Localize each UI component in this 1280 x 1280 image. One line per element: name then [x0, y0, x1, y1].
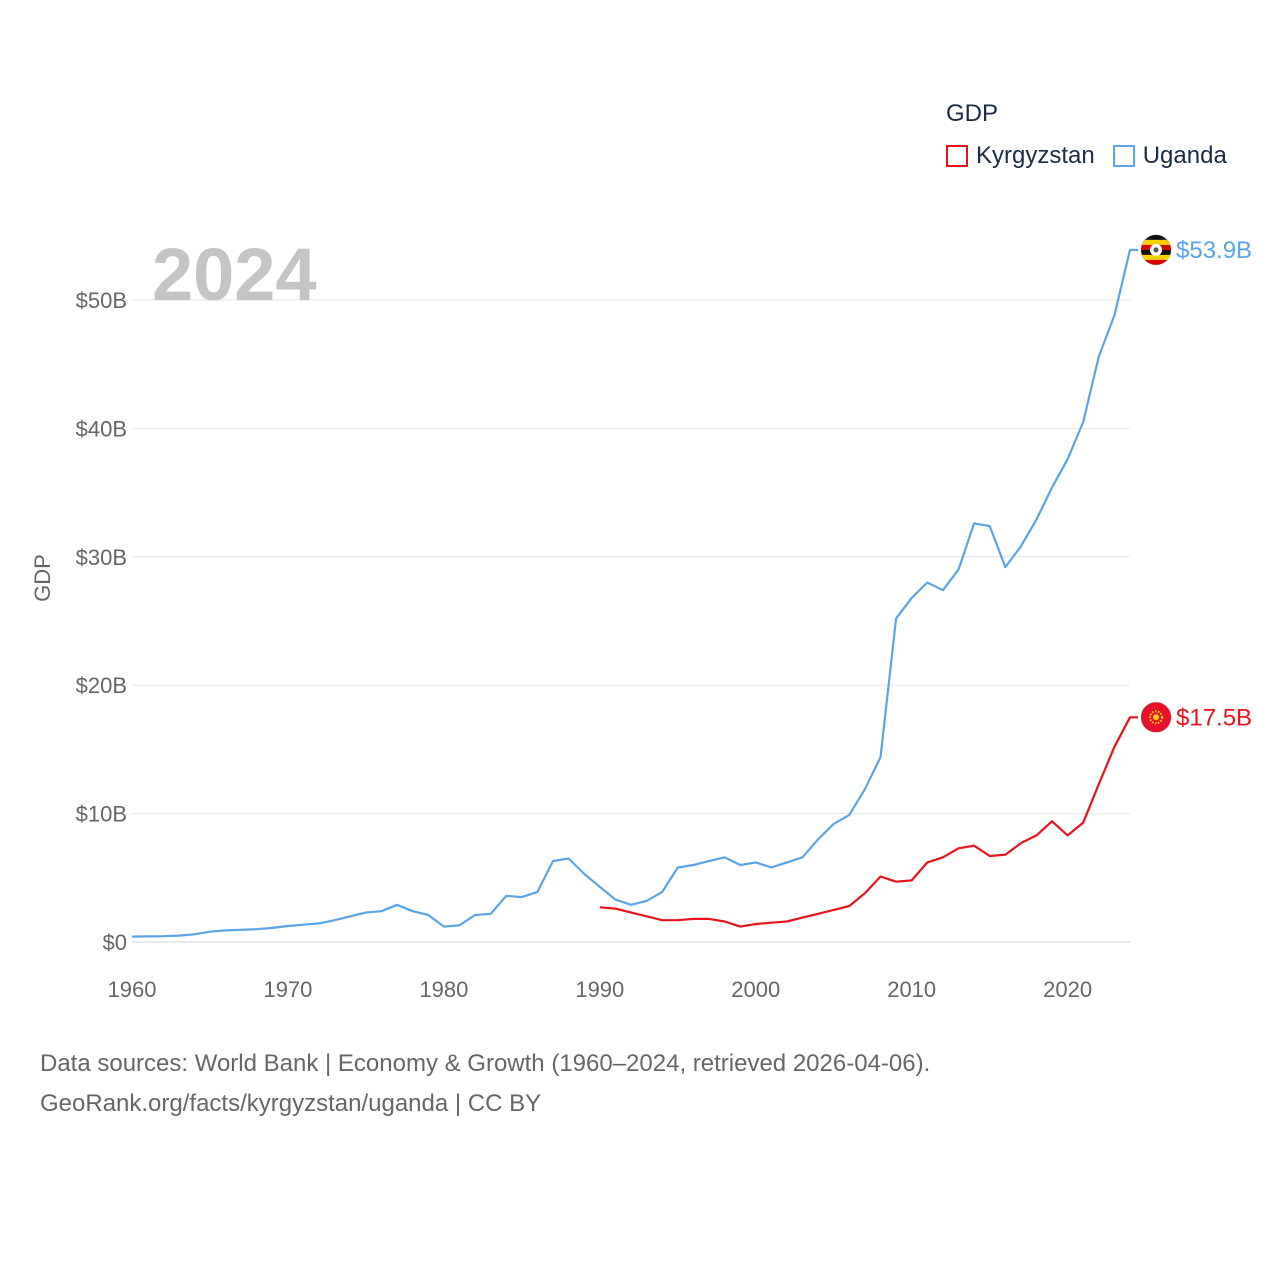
x-tick-label: 2000 [731, 977, 780, 1002]
legend-swatch-uganda [1112, 145, 1135, 167]
footer-attribution: GeoRank.org/facts/kyrgyzstan/uganda | CC… [40, 1090, 542, 1117]
series-line-kyrgyzstan [599, 716, 1138, 928]
y-tick-label: $0 [103, 930, 127, 955]
y-tick-label: $10B [76, 802, 127, 827]
source-footer: Data sources: World Bank | Economy & Gro… [40, 1044, 930, 1124]
legend-item-uganda[interactable]: Uganda [1112, 142, 1227, 170]
x-tick-label: 1980 [419, 977, 468, 1002]
legend-title: GDP [946, 100, 999, 127]
y-tick-label: $30B [76, 545, 127, 570]
year-watermark: 2024 [152, 233, 317, 316]
uganda-flag-icon [1140, 234, 1172, 266]
y-tick-label: $40B [76, 416, 127, 441]
series-line-uganda [131, 248, 1138, 938]
kyrgyzstan-flag-icon [1140, 701, 1172, 733]
series-lines [131, 248, 1138, 938]
y-tick-label: $50B [76, 288, 127, 313]
end-markers: $17.5B $53.9B [1140, 234, 1252, 733]
y-axis-ticks: $0 $10B $20B $30B $40B $50B [76, 288, 127, 955]
y-axis-label: GDP [30, 554, 55, 602]
end-value-label-uganda: $53.9B [1176, 237, 1252, 264]
legend: Kyrgyzstan Uganda [946, 142, 1245, 170]
gridlines [132, 299, 1130, 943]
legend-item-kyrgyzstan[interactable]: Kyrgyzstan [946, 142, 1095, 170]
x-axis-ticks: 1960 1970 1980 1990 2000 2010 2020 [108, 977, 1093, 1002]
legend-label-uganda: Uganda [1142, 142, 1227, 169]
x-tick-label: 1990 [575, 977, 624, 1002]
y-tick-label: $20B [76, 673, 127, 698]
legend-label-kyrgyzstan: Kyrgyzstan [976, 142, 1095, 169]
x-tick-label: 1970 [263, 977, 312, 1002]
legend-swatch-kyrgyzstan [946, 145, 968, 167]
footer-sources: Data sources: World Bank | Economy & Gro… [40, 1050, 931, 1077]
x-tick-label: 1960 [108, 977, 157, 1002]
x-tick-label: 2020 [1043, 977, 1092, 1002]
end-value-label-kyrgyzstan: $17.5B [1176, 704, 1252, 731]
x-tick-label: 2010 [887, 977, 936, 1002]
